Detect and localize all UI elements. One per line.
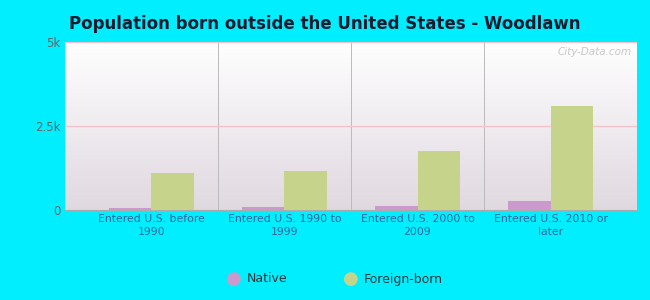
Bar [551,106,593,210]
Text: ●: ● [343,270,359,288]
Text: City-Data.com: City-Data.com [557,47,631,57]
Bar [285,171,327,210]
Text: Population born outside the United States - Woodlawn: Population born outside the United State… [70,15,580,33]
Bar [109,208,151,210]
Bar [151,173,194,210]
Bar [508,201,551,210]
Text: Foreign-born: Foreign-born [364,272,443,286]
Bar [242,207,285,210]
Text: Native: Native [247,272,287,286]
Bar [417,151,460,210]
Bar [375,206,417,210]
Text: ●: ● [226,270,242,288]
